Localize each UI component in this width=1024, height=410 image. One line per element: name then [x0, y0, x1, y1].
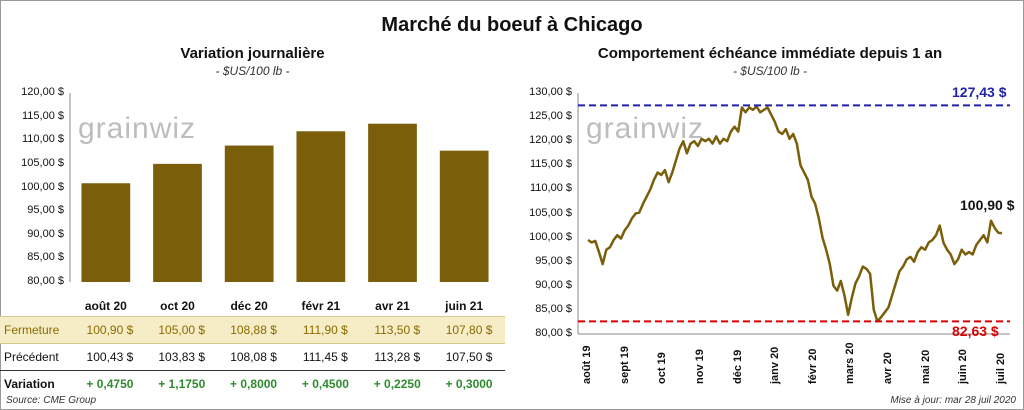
source-note: Source: CME Group: [6, 395, 97, 406]
y-tick-label: 105,00 $: [529, 206, 572, 219]
x-tick-label: août 19: [581, 345, 593, 384]
y-tick-label: 100,00 $: [21, 180, 64, 193]
table-cell: + 0,3000: [433, 370, 505, 397]
table-cell: + 0,4500: [289, 370, 362, 397]
row-label: Précédent: [4, 350, 59, 364]
table-row-previous: Précédent 100,43 $ 103,83 $ 108,08 $ 111…: [0, 344, 505, 371]
y-tick-label: 80,00 $: [535, 327, 572, 339]
table-cell: 100,90 $: [74, 316, 146, 344]
table-cell: 113,28 $: [374, 350, 421, 364]
last-value-label: 100,90 $: [960, 197, 1015, 214]
brand-watermark-left: grainwiz: [78, 112, 197, 145]
bar: [368, 123, 417, 283]
y-tick-label: 105,00 $: [21, 156, 64, 169]
table-cell: 111,90 $: [289, 316, 362, 344]
y-tick-label: 90,00 $: [27, 227, 64, 240]
y-tick-label: 115,00 $: [21, 109, 64, 122]
table-cell: 107,50 $: [445, 350, 493, 364]
y-tick-label: 95,00 $: [27, 204, 64, 217]
row-label: Variation: [0, 370, 74, 397]
bar: [439, 150, 489, 282]
x-tick-label: avr 20: [882, 352, 895, 384]
y-tick-label: 120,00 $: [21, 86, 64, 98]
bar-chart: [69, 93, 489, 283]
y-tick-label: 80,00 $: [27, 275, 64, 287]
y-tick-label: 85,00 $: [27, 251, 64, 264]
y-tick-label: 130,00 $: [529, 86, 572, 98]
y-tick-label: 85,00 $: [535, 302, 572, 315]
x-tick-label: oct 20: [160, 299, 195, 313]
max-value-label: 127,43 $: [952, 84, 1007, 101]
x-tick-label: juin 21: [445, 299, 484, 313]
x-tick-label: févr 20: [806, 348, 819, 384]
x-tick-label: avr 21: [375, 299, 410, 313]
table-cell: + 0,8000: [217, 370, 290, 397]
y-tick-label: 90,00 $: [535, 278, 572, 291]
x-tick-label: mars 20: [844, 342, 857, 384]
table-cell: 108,88 $: [217, 316, 290, 344]
bar-chart-title: Variation journalière: [180, 45, 325, 62]
y-tick-label: 110,00 $: [21, 133, 64, 146]
row-label: Fermeture: [0, 316, 74, 344]
table-row-close: Fermeture 100,90 $ 105,00 $ 108,88 $ 111…: [0, 316, 505, 344]
x-tick-label: sept 19: [618, 346, 631, 384]
table-cell: 105,00 $: [145, 316, 218, 344]
table-cell: + 1,1750: [145, 370, 218, 397]
x-tick-label: oct 19: [656, 352, 669, 384]
x-tick-label: juin 20: [957, 349, 970, 384]
y-tick-label: 120,00 $: [529, 134, 572, 147]
y-tick-label: 115,00 $: [529, 158, 572, 171]
y-tick-label: 100,00 $: [529, 230, 572, 243]
x-tick-label: janv 20: [769, 346, 782, 384]
update-note: Mise à jour: mar 28 juil 2020: [890, 395, 1016, 406]
table-cell: 108,08 $: [230, 350, 277, 364]
bar: [153, 163, 202, 282]
table-cell: + 0,2250: [361, 370, 434, 397]
x-tick-label: juil 20: [995, 352, 1007, 384]
x-tick-label: déc 20: [230, 299, 268, 313]
x-tick-label: nov 19: [693, 349, 706, 384]
bar: [81, 183, 131, 282]
y-tick-label: 110,00 $: [529, 182, 572, 195]
table-row-variation: Variation + 0,4750 + 1,1750 + 0,8000 + 0…: [0, 370, 505, 397]
x-tick-label: août 20: [84, 299, 127, 313]
line-chart-units: - $US/100 lb -: [732, 64, 808, 78]
line-chart-title: Comportement échéance immédiate depuis 1…: [597, 45, 943, 62]
table-cell: 113,50 $: [361, 316, 434, 344]
x-tick-label: févr 21: [301, 299, 341, 313]
y-tick-label: 95,00 $: [535, 254, 572, 267]
bar: [224, 145, 274, 282]
price-table: Fermeture 100,90 $ 105,00 $ 108,88 $ 111…: [0, 316, 505, 397]
x-tick-label: mai 20: [919, 349, 932, 384]
min-value-label: 82,63 $: [952, 323, 999, 340]
table-cell: 103,83 $: [158, 350, 206, 364]
table-cell: 100,43 $: [86, 350, 134, 364]
y-tick-label: 125,00 $: [529, 110, 572, 123]
table-cell: + 0,4750: [74, 370, 146, 397]
x-tick-label: déc 19: [731, 349, 744, 384]
bar: [296, 131, 346, 282]
page-title: Marché du boeuf à Chicago: [381, 14, 643, 36]
bar-chart-units: - $US/100 lb -: [215, 64, 290, 78]
price-line: [587, 105, 1003, 323]
brand-watermark-right: grainwiz: [586, 112, 705, 145]
table-cell: 107,80 $: [433, 316, 505, 344]
table-cell: 111,45 $: [302, 350, 348, 364]
